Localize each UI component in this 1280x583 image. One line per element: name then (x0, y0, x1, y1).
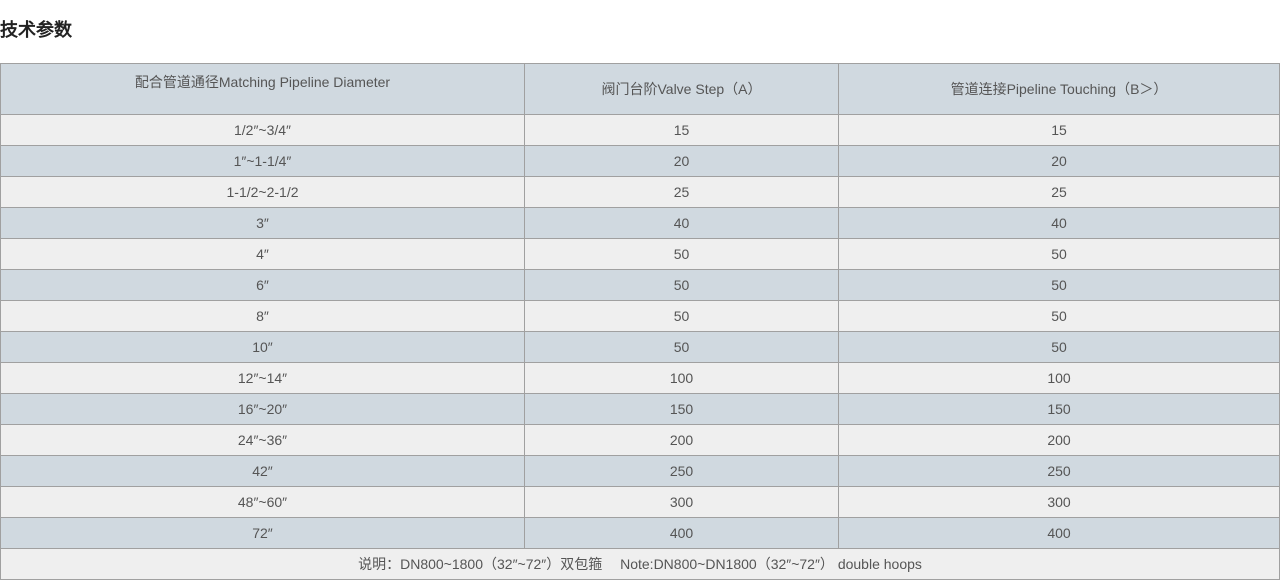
note-row: 说明：DN800~1800（32″~72″）双包箍 Note:DN800~DN1… (0, 548, 1280, 580)
cell-diameter: 24″~36″ (0, 424, 525, 456)
cell-pipeline-touching: 400 (838, 517, 1280, 549)
cell-pipeline-touching: 300 (838, 486, 1280, 518)
cell-pipeline-touching: 50 (838, 269, 1280, 301)
cell-diameter: 1″~1-1/4″ (0, 145, 525, 177)
cell-diameter: 48″~60″ (0, 486, 525, 518)
cell-diameter: 3″ (0, 207, 525, 239)
header-row: 配合管道通径Matching Pipeline Diameter 阀门台阶Val… (0, 63, 1280, 115)
table-row: 12″~14″ 100 100 (0, 362, 1280, 394)
cell-diameter: 16″~20″ (0, 393, 525, 425)
table-row: 48″~60″ 300 300 (0, 486, 1280, 518)
cell-pipeline-touching: 250 (838, 455, 1280, 487)
table-row: 4″ 50 50 (0, 238, 1280, 270)
cell-diameter: 8″ (0, 300, 525, 332)
cell-diameter: 4″ (0, 238, 525, 270)
cell-valve-step: 150 (524, 393, 839, 425)
cell-diameter: 42″ (0, 455, 525, 487)
cell-valve-step: 50 (524, 331, 839, 363)
cell-pipeline-touching: 50 (838, 300, 1280, 332)
cell-pipeline-touching: 50 (838, 331, 1280, 363)
cell-pipeline-touching: 200 (838, 424, 1280, 456)
table-row: 16″~20″ 150 150 (0, 393, 1280, 425)
cell-valve-step: 50 (524, 269, 839, 301)
cell-valve-step: 50 (524, 238, 839, 270)
cell-valve-step: 250 (524, 455, 839, 487)
header-diameter: 配合管道通径Matching Pipeline Diameter (0, 63, 525, 115)
table-row: 6″ 50 50 (0, 269, 1280, 301)
cell-valve-step: 100 (524, 362, 839, 394)
cell-valve-step: 20 (524, 145, 839, 177)
table-row: 42″ 250 250 (0, 455, 1280, 487)
cell-valve-step: 15 (524, 114, 839, 146)
cell-pipeline-touching: 100 (838, 362, 1280, 394)
section-title: 技术参数 (0, 20, 72, 40)
table-row: 72″ 400 400 (0, 517, 1280, 549)
cell-valve-step: 25 (524, 176, 839, 208)
header-valve-step: 阀门台阶Valve Step（A） (524, 63, 839, 115)
cell-valve-step: 50 (524, 300, 839, 332)
cell-pipeline-touching: 20 (838, 145, 1280, 177)
cell-diameter: 72″ (0, 517, 525, 549)
table-row: 8″ 50 50 (0, 300, 1280, 332)
cell-pipeline-touching: 40 (838, 207, 1280, 239)
cell-diameter: 1/2″~3/4″ (0, 114, 525, 146)
cell-diameter: 6″ (0, 269, 525, 301)
table-row: 1/2″~3/4″ 15 15 (0, 114, 1280, 146)
table-row: 3″ 40 40 (0, 207, 1280, 239)
cell-pipeline-touching: 50 (838, 238, 1280, 270)
cell-valve-step: 400 (524, 517, 839, 549)
table-row: 1″~1-1/4″ 20 20 (0, 145, 1280, 177)
cell-diameter: 10″ (0, 331, 525, 363)
cell-diameter: 12″~14″ (0, 362, 525, 394)
cell-pipeline-touching: 150 (838, 393, 1280, 425)
cell-valve-step: 200 (524, 424, 839, 456)
table-row: 10″ 50 50 (0, 331, 1280, 363)
note-text: 说明：DN800~1800（32″~72″）双包箍 Note:DN800~DN1… (0, 548, 1280, 580)
cell-diameter: 1-1/2~2-1/2 (0, 176, 525, 208)
cell-pipeline-touching: 25 (838, 176, 1280, 208)
tech-params-table: 配合管道通径Matching Pipeline Diameter 阀门台阶Val… (0, 63, 1280, 580)
table-row: 1-1/2~2-1/2 25 25 (0, 176, 1280, 208)
cell-pipeline-touching: 15 (838, 114, 1280, 146)
header-pipeline-touching: 管道连接Pipeline Touching（B＞） (838, 63, 1280, 115)
table-row: 24″~36″ 200 200 (0, 424, 1280, 456)
cell-valve-step: 40 (524, 207, 839, 239)
cell-valve-step: 300 (524, 486, 839, 518)
